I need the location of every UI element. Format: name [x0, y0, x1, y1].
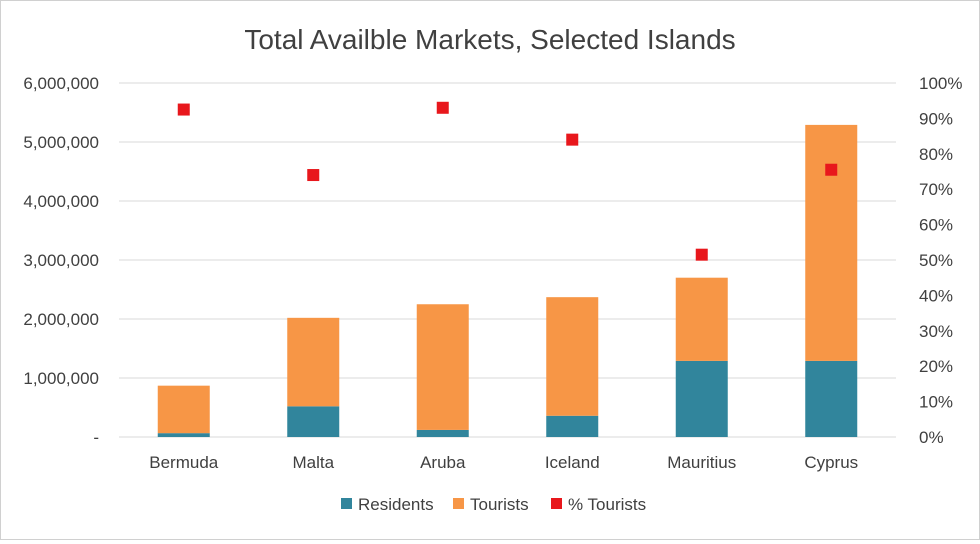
- point-pct-tourists-bermuda: [177, 103, 190, 116]
- x-category-label: Mauritius: [667, 453, 736, 472]
- legend: Residents Tourists % Tourists: [341, 495, 646, 514]
- x-category-label: Iceland: [545, 453, 600, 472]
- bar-tourists-iceland: [546, 297, 599, 416]
- y2-tick-label: 0%: [919, 428, 944, 447]
- bars-layer: [157, 124, 858, 437]
- legend-label: Tourists: [470, 495, 529, 514]
- y2-tick-label: 40%: [919, 286, 953, 305]
- bar-residents-iceland: [546, 415, 599, 437]
- x-category-label: Aruba: [420, 453, 466, 472]
- y-tick-label: 5,000,000: [23, 133, 99, 152]
- y2-tick-label: 50%: [919, 251, 953, 270]
- y2-tick-label: 30%: [919, 322, 953, 341]
- chart-title: Total Availble Markets, Selected Islands: [244, 24, 735, 55]
- x-category-label: Bermuda: [149, 453, 219, 472]
- bar-tourists-malta: [287, 317, 340, 407]
- y2-tick-label: 80%: [919, 145, 953, 164]
- legend-label: % Tourists: [568, 495, 646, 514]
- y-axis-left: - 1,000,000 2,000,000 3,000,000 4,000,000 5,0…: [23, 74, 99, 447]
- legend-swatch: [551, 498, 562, 509]
- y2-tick-label: 60%: [919, 216, 953, 235]
- y2-tick-label: 100%: [919, 74, 962, 93]
- y-axis-right: 0% 10% 20% 30% 40% 50% 60% 70% 80% 90% 100%: [919, 74, 962, 447]
- bar-residents-aruba: [416, 429, 469, 437]
- y-tick-label: 6,000,000: [23, 74, 99, 93]
- gridlines: [119, 82, 896, 438]
- bar-residents-malta: [287, 406, 340, 437]
- legend-swatch: [453, 498, 464, 509]
- bar-residents-cyprus: [805, 360, 858, 437]
- point-pct-tourists-malta: [307, 169, 320, 182]
- legend-swatch: [341, 498, 352, 509]
- y2-tick-label: 70%: [919, 180, 953, 199]
- x-category-label: Malta: [292, 453, 334, 472]
- y2-tick-label: 20%: [919, 357, 953, 376]
- bar-residents-mauritius: [675, 360, 728, 437]
- bar-tourists-bermuda: [157, 385, 210, 434]
- y-tick-label: 4,000,000: [23, 192, 99, 211]
- x-category-label: Cyprus: [804, 453, 858, 472]
- bar-tourists-aruba: [416, 304, 469, 430]
- point-pct-tourists-aruba: [436, 101, 449, 114]
- point-pct-tourists-mauritius: [695, 248, 708, 261]
- point-pct-tourists-cyprus: [825, 163, 838, 176]
- bar-residents-bermuda: [157, 433, 210, 437]
- y-tick-label: 2,000,000: [23, 310, 99, 329]
- x-axis: Bermuda Malta Aruba Iceland Mauritius Cyprus: [149, 453, 858, 472]
- y-tick-label: -: [93, 428, 99, 447]
- point-pct-tourists-iceland: [566, 133, 579, 146]
- y2-tick-label: 10%: [919, 393, 953, 412]
- bar-tourists-cyprus: [805, 124, 858, 361]
- y2-tick-label: 90%: [919, 109, 953, 128]
- legend-label: Residents: [358, 495, 434, 514]
- y-tick-label: 1,000,000: [23, 369, 99, 388]
- points-layer: [177, 101, 838, 261]
- y-tick-label: 3,000,000: [23, 251, 99, 270]
- bar-tourists-mauritius: [675, 277, 728, 361]
